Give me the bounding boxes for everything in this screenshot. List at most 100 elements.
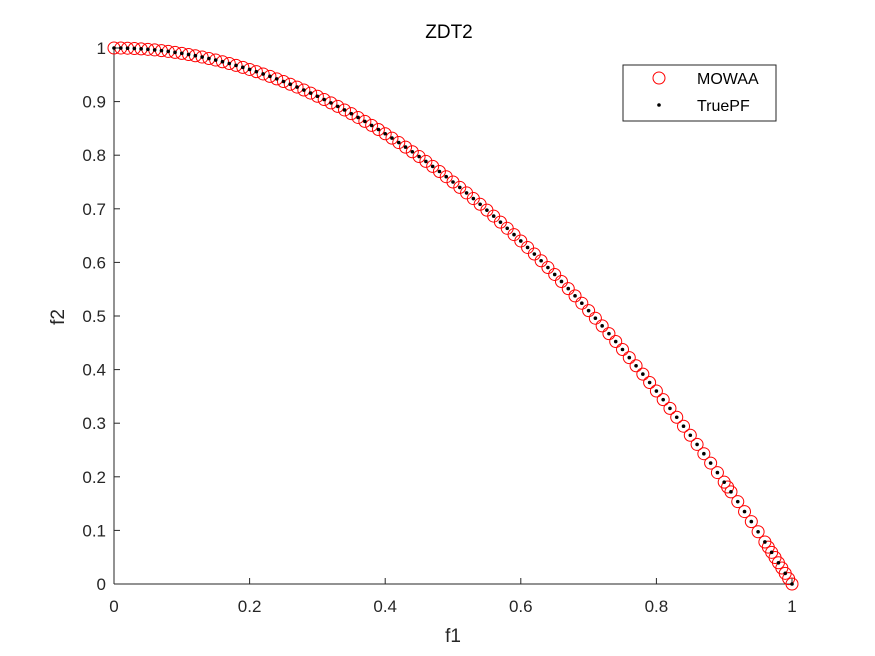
mowaa-point bbox=[622, 351, 636, 365]
mowaa-point bbox=[616, 343, 629, 356]
mowaa-point bbox=[690, 437, 704, 451]
mowaa-point bbox=[249, 65, 263, 79]
truepf-point bbox=[390, 136, 394, 140]
truepf-point bbox=[335, 104, 340, 109]
mowaa-point bbox=[229, 58, 243, 72]
mowaa-point bbox=[399, 140, 413, 154]
mowaa-point bbox=[446, 175, 460, 189]
y-tick-label: 1 bbox=[97, 39, 106, 58]
truepf-point bbox=[722, 480, 726, 484]
mowaa-point bbox=[514, 234, 528, 248]
x-tick-label: 0 bbox=[109, 597, 118, 616]
legend-marker-mowaa bbox=[652, 71, 666, 85]
truepf-point bbox=[546, 265, 550, 270]
truepf-point bbox=[464, 191, 469, 195]
truepf-point bbox=[274, 77, 279, 81]
truepf-point bbox=[505, 226, 510, 231]
truepf-point bbox=[519, 239, 523, 243]
truepf-point bbox=[139, 47, 143, 51]
mowaa-point bbox=[629, 359, 643, 373]
truepf-point bbox=[152, 48, 157, 52]
truepf-point bbox=[132, 46, 137, 51]
truepf-point bbox=[112, 46, 116, 50]
mowaa-point bbox=[426, 159, 440, 173]
truepf-point bbox=[207, 56, 211, 61]
truepf-point bbox=[118, 46, 123, 50]
truepf-point bbox=[424, 159, 428, 164]
mowaa-point bbox=[738, 505, 752, 519]
mowaa-point bbox=[304, 86, 318, 100]
mowaa-point bbox=[277, 75, 290, 88]
truepf-point bbox=[641, 372, 645, 376]
truepf-point bbox=[369, 123, 374, 128]
mowaa-point bbox=[561, 282, 575, 296]
truepf-point bbox=[396, 140, 401, 145]
truepf-point bbox=[227, 61, 232, 66]
truepf-point bbox=[444, 174, 449, 179]
mowaa-point bbox=[310, 89, 324, 103]
y-tick-label: 0.3 bbox=[82, 414, 106, 433]
truepf-point bbox=[681, 424, 686, 429]
mowaa-point bbox=[670, 410, 684, 424]
truepf-point bbox=[213, 58, 218, 62]
mowaa-point bbox=[636, 367, 650, 381]
truepf-point bbox=[410, 149, 415, 154]
mowaa-point bbox=[595, 319, 609, 333]
truepf-point bbox=[763, 540, 767, 544]
truepf-point bbox=[756, 529, 760, 534]
y-tick-label: 0.7 bbox=[82, 200, 106, 219]
truepf-point bbox=[234, 63, 238, 68]
truepf-point bbox=[532, 252, 537, 256]
mowaa-point bbox=[263, 69, 277, 83]
mowaa-point bbox=[541, 261, 555, 275]
mowaa-point bbox=[222, 56, 236, 70]
mowaa-point bbox=[697, 447, 711, 461]
truepf-point bbox=[539, 258, 543, 263]
truepf-point bbox=[349, 111, 354, 116]
truepf-point bbox=[220, 59, 225, 64]
mowaa-point bbox=[324, 96, 338, 110]
truepf-point bbox=[261, 72, 265, 76]
truepf-point bbox=[478, 202, 482, 207]
truepf-point bbox=[417, 154, 421, 159]
y-tick-label: 0.6 bbox=[82, 253, 106, 272]
truepf-point bbox=[363, 119, 367, 124]
mowaa-point bbox=[575, 296, 589, 310]
truepf-point bbox=[166, 49, 171, 54]
truepf-point bbox=[607, 331, 611, 336]
mowaa-point bbox=[656, 393, 670, 407]
mowaa-point bbox=[724, 485, 738, 499]
y-tick-label: 0.2 bbox=[82, 468, 106, 487]
truepf-point bbox=[173, 50, 177, 55]
truepf-point bbox=[627, 355, 632, 360]
truepf-point bbox=[729, 490, 733, 494]
mowaa-point bbox=[744, 515, 758, 529]
truepf-point bbox=[776, 560, 781, 565]
mowaa-point bbox=[317, 93, 331, 107]
mowaa-point bbox=[243, 62, 257, 76]
mowaa-point bbox=[256, 67, 270, 81]
truepf-point bbox=[668, 406, 672, 411]
truepf-point bbox=[281, 79, 286, 84]
mowaa-point bbox=[392, 136, 406, 150]
truepf-point bbox=[295, 85, 299, 89]
truepf-point bbox=[654, 389, 659, 393]
truepf-point bbox=[186, 52, 191, 57]
truepf-point bbox=[735, 499, 740, 504]
mowaa-point bbox=[602, 327, 616, 341]
mowaa-point bbox=[582, 304, 596, 318]
truepf-point bbox=[430, 164, 435, 169]
truepf-point bbox=[708, 461, 713, 465]
truepf-point bbox=[180, 51, 184, 56]
truepf-point bbox=[308, 91, 313, 95]
mowaa-point bbox=[710, 466, 724, 480]
truepf-point bbox=[342, 108, 347, 112]
truepf-point bbox=[688, 433, 693, 438]
mowaa-point bbox=[270, 72, 284, 86]
y-axis-title: f2 bbox=[48, 309, 69, 325]
x-tick-label: 1 bbox=[787, 597, 796, 616]
y-tick-label: 0.8 bbox=[82, 146, 106, 165]
legend-marker-truepf bbox=[657, 103, 661, 107]
x-tick-label: 0.4 bbox=[373, 597, 397, 616]
mowaa-point bbox=[331, 99, 345, 113]
